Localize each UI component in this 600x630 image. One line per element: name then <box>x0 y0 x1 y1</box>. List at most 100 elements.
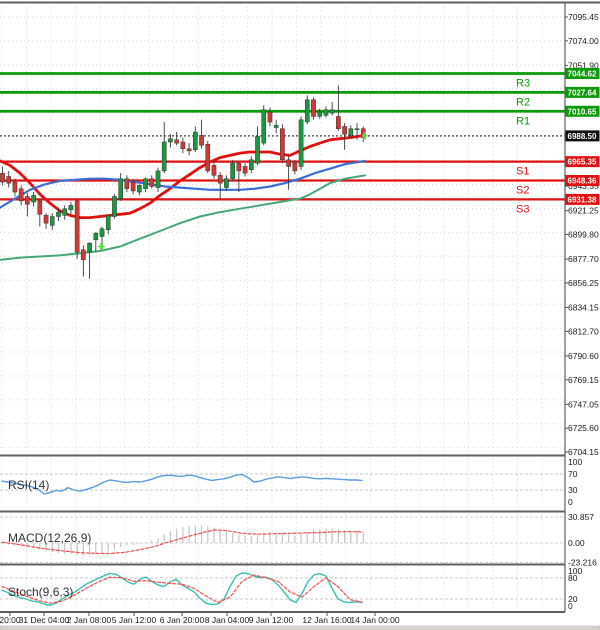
candle-body <box>87 242 92 253</box>
candle-body <box>311 99 316 117</box>
candle-body <box>124 178 130 189</box>
candle-body <box>280 128 285 161</box>
candle-body <box>25 196 30 205</box>
stoch-panel-label: Stoch(9,6,3) <box>8 585 73 599</box>
stoch-axis-label: 80 <box>568 573 578 583</box>
candle-body <box>18 188 24 202</box>
candle-body <box>168 138 173 143</box>
support-label-s3: S3 <box>516 203 529 215</box>
candle-body <box>267 111 273 123</box>
candle-body <box>230 162 235 179</box>
candle-body <box>12 181 18 193</box>
candle-body <box>155 170 161 188</box>
price-axis-label: 6812.70 <box>568 326 599 336</box>
candle-body <box>217 175 223 184</box>
price-axis-label: 6856.25 <box>568 278 599 288</box>
candle-body <box>81 249 86 261</box>
resistance-badge-r3 <box>565 68 600 80</box>
candle-body <box>105 215 111 231</box>
macd-signal-line <box>1 529 364 555</box>
current-price-badge-text: 6988.50 <box>568 132 597 141</box>
price-axis-label: 7095.45 <box>568 12 599 22</box>
candle-body <box>348 128 354 136</box>
resistance-badge-r3-text: 7044.62 <box>568 70 597 79</box>
rsi-panel-label: RSI(14) <box>8 478 49 492</box>
support-badge-s2-text: 6948.36 <box>568 177 597 186</box>
resistance-badge-r2-text: 7027.64 <box>568 88 597 97</box>
stoch-k-line <box>1 572 363 606</box>
candle-body <box>174 139 179 144</box>
support-badge-s3-text: 6931.38 <box>568 195 597 204</box>
candle-body <box>56 211 61 217</box>
time-axis-label: 2 Jan 08:00 <box>67 615 112 625</box>
price-axis-label: 6725.60 <box>568 423 599 433</box>
candle-body <box>149 178 155 187</box>
macd-axis-label: 30.857 <box>568 512 594 522</box>
candle-body <box>292 162 298 172</box>
candle-body <box>273 125 279 128</box>
price-axis-label: 7051.90 <box>568 60 599 70</box>
candle-body <box>317 111 323 117</box>
candle-body <box>43 215 49 224</box>
support-badge-s2 <box>565 175 600 187</box>
rsi-axis-label: 100 <box>568 457 582 467</box>
candle-body <box>298 119 304 167</box>
candle-body <box>323 109 329 116</box>
price-axis-label: 6943.35 <box>568 181 599 191</box>
candle-body <box>261 109 267 144</box>
rsi-line <box>1 473 363 495</box>
price-axis-label: 6921.25 <box>568 206 599 216</box>
time-axis-label: 6 Jan 20:00 <box>160 615 205 625</box>
time-axis-label: 9 Jan 12:00 <box>249 615 294 625</box>
resistance-badge-r2 <box>565 86 600 98</box>
stoch-axis-label: 100 <box>568 566 582 576</box>
candle-body <box>137 185 142 193</box>
resistance-badge-r1-text: 7010.65 <box>568 107 597 116</box>
candle-body <box>286 159 291 167</box>
stoch-axis-label: 20 <box>568 594 578 604</box>
time-axis-label: 20:00 <box>0 615 21 625</box>
price-axis-label: 6790.60 <box>568 351 599 361</box>
time-axis-label: 14 Jan 00:00 <box>350 615 399 625</box>
candle-body <box>62 208 67 216</box>
candle-body <box>143 178 148 189</box>
price-axis-label: 6747.05 <box>568 399 599 409</box>
price-axis-label: 6877.70 <box>568 254 599 264</box>
stoch-d-line <box>1 574 363 604</box>
candle-body <box>118 178 123 199</box>
candle-body <box>211 165 217 176</box>
stoch-axis-label: 0 <box>568 601 573 611</box>
candle-body <box>49 216 55 226</box>
rsi-axis-label: 70 <box>568 469 578 479</box>
time-axis-label: 12 Jan 16:00 <box>302 615 351 625</box>
current-price-badge <box>565 130 600 142</box>
time-axis-label: 31 Dec 04:00 <box>19 615 70 625</box>
candle-body <box>74 200 80 253</box>
candle-body <box>242 166 248 174</box>
candle-body <box>161 141 167 172</box>
candle-body <box>248 159 254 171</box>
candle-body <box>99 228 105 237</box>
candle-body <box>354 128 360 130</box>
time-axis-label: 8 Jan 04:00 <box>205 615 250 625</box>
candle-body <box>68 205 74 211</box>
candle-body <box>304 99 310 123</box>
candle-body <box>180 141 186 149</box>
candle-body <box>255 136 260 164</box>
macd-panel-label: MACD(12,26,9) <box>8 531 91 545</box>
price-axis-label: 6834.15 <box>568 302 599 312</box>
candle-body <box>93 232 99 241</box>
resistance-label-r3: R3 <box>516 78 530 90</box>
support-label-s1: S1 <box>516 166 529 178</box>
rsi-axis-label: 0 <box>568 497 573 507</box>
candle-body <box>205 144 211 172</box>
support-badge-s1 <box>565 156 600 168</box>
candle-body <box>0 172 5 183</box>
candle-body <box>112 196 117 217</box>
candle-body <box>31 195 36 203</box>
candle-body <box>199 135 204 146</box>
candle-body <box>236 162 242 172</box>
window-bottom-strip <box>0 625 600 630</box>
